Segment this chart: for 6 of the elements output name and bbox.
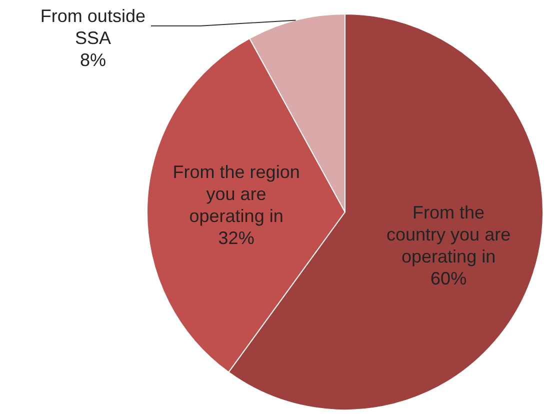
slice-label: From the region you are operating in	[172, 162, 300, 226]
slice-label: From the country you are operating in	[386, 202, 511, 267]
data-label: 32%	[218, 228, 254, 248]
data-label: 60%	[430, 268, 467, 289]
data-label: 8%	[80, 50, 106, 70]
slice-label: From outside SSA	[40, 6, 146, 48]
